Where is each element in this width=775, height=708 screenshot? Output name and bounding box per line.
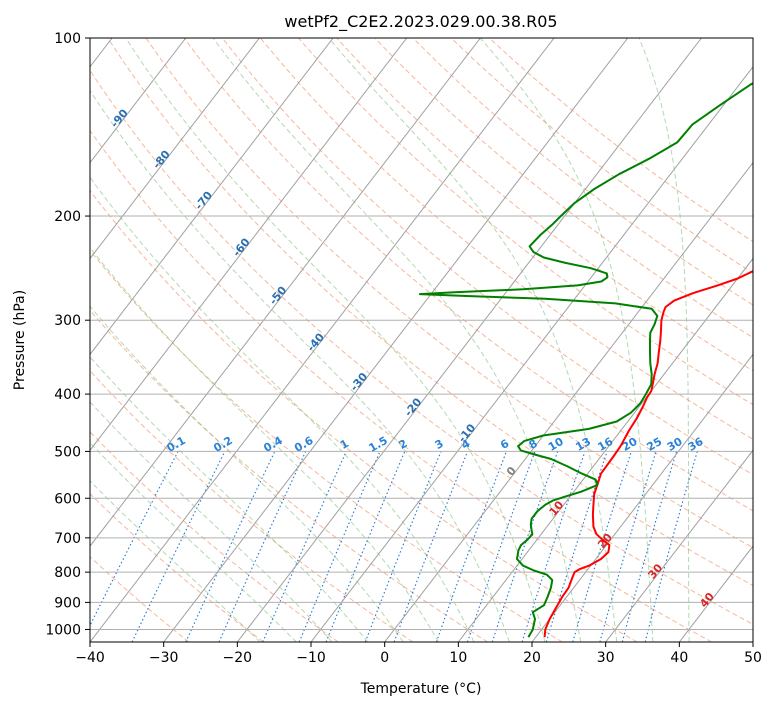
y-tick-label: 100 bbox=[54, 31, 81, 47]
mixing-ratio-line bbox=[298, 451, 381, 642]
mixing-ratio-line bbox=[325, 451, 406, 642]
y-tick-label: 800 bbox=[54, 565, 81, 581]
y-tick-label: 1000 bbox=[45, 622, 81, 638]
x-tick-label: 20 bbox=[523, 650, 541, 666]
moist-adiabat bbox=[90, 89, 510, 642]
moist-adiabat bbox=[90, 480, 261, 642]
dry-adiabat bbox=[90, 189, 638, 642]
moist-adiabat bbox=[90, 401, 333, 642]
background-lines bbox=[90, 38, 753, 642]
moist-adiabat bbox=[212, 38, 582, 642]
x-tick-label: −10 bbox=[296, 650, 326, 666]
isotherm-line bbox=[310, 65, 753, 642]
dry-adiabat bbox=[90, 69, 753, 625]
dry-adiabat bbox=[90, 493, 264, 642]
isotherm-line bbox=[163, 38, 629, 642]
moist-adiabat bbox=[90, 305, 404, 642]
dry-adiabat bbox=[90, 309, 488, 642]
temperature-profile-line bbox=[543, 269, 753, 638]
mixing-ratio-line bbox=[364, 451, 442, 642]
mixing-ratio-line bbox=[466, 451, 536, 642]
dry-adiabat bbox=[298, 38, 753, 406]
isotherm-line bbox=[90, 38, 555, 642]
dry-adiabat bbox=[90, 249, 563, 642]
profile-lines bbox=[418, 82, 753, 638]
y-axis-label: Pressure (hPa) bbox=[12, 290, 28, 390]
mixing-ratio-line bbox=[599, 451, 657, 642]
moist-adiabat bbox=[638, 38, 690, 642]
mixing-ratio-line bbox=[491, 451, 559, 642]
mixing-ratio-line bbox=[435, 451, 507, 642]
moist-adiabat bbox=[90, 442, 297, 642]
x-tick-label: −40 bbox=[75, 650, 105, 666]
isotherm-line bbox=[90, 38, 334, 356]
moist-adiabat bbox=[90, 246, 439, 642]
chart-title: wetPf2_C2E2.2023.029.00.38.R05 bbox=[284, 12, 557, 32]
x-tick-label: 0 bbox=[380, 650, 389, 666]
y-tick-label: 500 bbox=[54, 444, 81, 460]
y-tick-label: 200 bbox=[54, 209, 81, 225]
isotherm-line bbox=[90, 38, 260, 260]
moist-adiabat bbox=[90, 176, 475, 642]
dry-adiabat bbox=[183, 38, 753, 512]
y-tick-label: 900 bbox=[54, 595, 81, 611]
isotherm-line bbox=[90, 38, 481, 547]
x-tick-label: −20 bbox=[223, 650, 253, 666]
dewpoint-profile-line bbox=[418, 82, 753, 638]
x-tick-label: 10 bbox=[449, 650, 467, 666]
plot-frame bbox=[89, 37, 754, 643]
isotherm-line bbox=[457, 257, 753, 642]
isotherm-line bbox=[236, 38, 702, 642]
dry-adiabat bbox=[374, 38, 753, 339]
dry-adiabat bbox=[412, 38, 753, 306]
axes: −40 −30 −20 −10 0 10 20 30 40 50 1000 900 800 700 600 5… bbox=[45, 31, 762, 666]
isotherm-line bbox=[531, 353, 753, 642]
pressure-gridlines bbox=[90, 38, 753, 630]
mixing-ratio-line bbox=[572, 451, 632, 642]
dry-adiabat bbox=[260, 38, 753, 440]
dry-adiabat bbox=[90, 370, 414, 642]
dry-adiabat bbox=[90, 556, 190, 642]
mixing-ratio-line bbox=[521, 451, 586, 642]
moist-adiabat bbox=[125, 38, 546, 642]
isotherm-line bbox=[90, 38, 408, 452]
mixing-ratio-line bbox=[545, 451, 608, 642]
dry-adiabat bbox=[107, 38, 753, 587]
y-tick-label: 700 bbox=[54, 531, 81, 547]
isotherm-line bbox=[605, 449, 753, 642]
x-tick-label: −30 bbox=[149, 650, 179, 666]
isotherm-line bbox=[384, 161, 753, 642]
moist-adiabat bbox=[479, 38, 654, 642]
isotherm-line bbox=[90, 38, 187, 164]
y-tick-label: 400 bbox=[54, 387, 81, 403]
x-axis-label: Temperature (°C) bbox=[360, 681, 482, 697]
x-tick-label: 50 bbox=[744, 650, 762, 666]
y-tick-label: 300 bbox=[54, 313, 81, 329]
y-tick-label: 600 bbox=[54, 491, 81, 507]
x-tick-label: 30 bbox=[597, 650, 615, 666]
mixing-ratio-line bbox=[621, 451, 678, 642]
mixing-ratio-line bbox=[218, 451, 307, 642]
mixing-ratio-line bbox=[90, 451, 179, 627]
mixing-ratio-line bbox=[262, 451, 347, 642]
x-tick-label: 40 bbox=[670, 650, 688, 666]
